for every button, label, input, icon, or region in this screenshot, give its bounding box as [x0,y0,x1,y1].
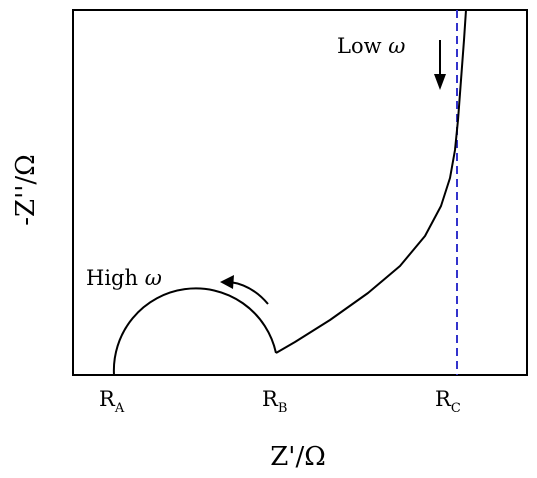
x-axis-title: Z'/Ω [270,442,326,472]
low-frequency-arrowhead [434,74,446,90]
plot-frame [72,9,528,376]
low-frequency-label: Low ω [337,34,405,58]
tick-label-ra: RA [99,387,125,416]
diffusion-tail-curve [275,9,467,354]
high-frequency-direction-arrow [229,281,269,305]
high-frequency-arrowhead [220,275,234,289]
high-frequency-label: High ω [86,266,162,290]
y-axis-title: -Z''/Ω [11,154,41,225]
tick-label-rb: RB [262,387,287,416]
tick-label-rc: RC [435,387,461,416]
high-frequency-semicircle [112,287,277,376]
